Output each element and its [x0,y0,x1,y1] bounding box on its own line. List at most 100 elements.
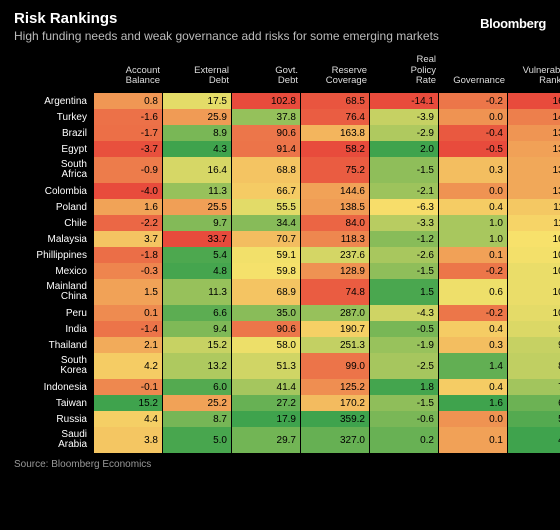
cell: -1.2 [370,231,438,247]
table-row: Taiwan15.225.227.2170.2-1.51.66.0 [15,395,560,411]
cell: 17.9 [232,411,300,427]
cell: 68.5 [301,93,369,109]
cell: -1.7 [94,125,162,141]
col-header-country [15,53,93,94]
cell: -1.9 [370,337,438,353]
cell: 0.4 [439,379,507,395]
cell: 128.9 [301,263,369,279]
source-text: Source: Bloomberg Economics [14,459,546,470]
cell: 13.3 [508,141,560,157]
cell: 75.2 [301,157,369,183]
cell: 1.0 [439,215,507,231]
row-label: Indonesia [15,379,93,395]
cell: -0.5 [439,141,507,157]
cell: 0.0 [439,109,507,125]
table-row: SaudiArabia3.85.029.7327.00.20.14.5 [15,427,560,453]
cell: 16.4 [163,157,231,183]
cell: 17.5 [163,93,231,109]
table-row: Egypt-3.74.391.458.22.0-0.513.3 [15,141,560,157]
cell: -0.6 [370,411,438,427]
row-label: Argentina [15,93,93,109]
cell: -1.5 [370,263,438,279]
row-label: India [15,321,93,337]
cell: -3.9 [370,109,438,125]
cell: 11.2 [508,215,560,231]
cell: 1.4 [439,353,507,379]
col-header: AccountBalance [94,53,162,94]
cell: 13.8 [508,125,560,141]
cell: 102.8 [232,93,300,109]
cell: -2.5 [370,353,438,379]
cell: -0.3 [94,263,162,279]
cell: -1.5 [370,157,438,183]
cell: 25.9 [163,109,231,125]
cell: 15.2 [94,395,162,411]
cell: 237.6 [301,247,369,263]
table-row: Russia4.48.717.9359.2-0.60.05.2 [15,411,560,427]
cell: 4.8 [163,263,231,279]
cell: -0.4 [439,125,507,141]
table-row: Phillippines-1.85.459.1237.6-2.60.110.5 [15,247,560,263]
row-label: Peru [15,305,93,321]
table-row: Peru0.16.635.0287.0-4.3-0.210.0 [15,305,560,321]
chart-subtitle: High funding needs and weak governance a… [14,29,484,45]
table-row: Indonesia-0.16.041.4125.21.80.47.8 [15,379,560,395]
cell: 66.7 [232,183,300,199]
cell: 13.2 [163,353,231,379]
cell: 11.7 [508,199,560,215]
cell: 170.2 [301,395,369,411]
cell: -2.2 [94,215,162,231]
row-label: Russia [15,411,93,427]
cell: -0.2 [439,93,507,109]
cell: -0.9 [94,157,162,183]
table-row: Chile-2.29.734.484.0-3.31.011.2 [15,215,560,231]
table-row: Mexico-0.34.859.8128.9-1.5-0.210.2 [15,263,560,279]
cell: 90.6 [232,125,300,141]
table-row: Turkey-1.625.937.876.4-3.90.014.7 [15,109,560,125]
cell: 10.7 [508,231,560,247]
cell: 84.0 [301,215,369,231]
cell: 118.3 [301,231,369,247]
cell: 5.2 [508,411,560,427]
table-row: Poland1.625.555.5138.5-6.30.411.7 [15,199,560,215]
cell: 0.8 [94,93,162,109]
cell: 2.1 [94,337,162,353]
cell: 11.3 [163,279,231,305]
cell: 4.3 [163,141,231,157]
table-row: Colombia-4.011.366.7144.6-2.10.013.0 [15,183,560,199]
cell: 125.2 [301,379,369,395]
cell: -0.2 [439,305,507,321]
cell: 4.4 [94,411,162,427]
row-label: Taiwan [15,395,93,411]
cell: -0.1 [94,379,162,395]
row-label: Poland [15,199,93,215]
cell: -2.6 [370,247,438,263]
cell: -4.3 [370,305,438,321]
cell: 144.6 [301,183,369,199]
cell: -1.4 [94,321,162,337]
cell: 51.3 [232,353,300,379]
cell: 0.4 [439,199,507,215]
table-row: Argentina0.817.5102.868.5-14.1-0.216.8 [15,93,560,109]
col-header: ReserveCoverage [301,53,369,94]
cell: 0.1 [94,305,162,321]
cell: 0.3 [439,157,507,183]
cell: 25.2 [163,395,231,411]
cell: 287.0 [301,305,369,321]
cell: 0.2 [370,427,438,453]
cell: -2.1 [370,183,438,199]
cell: 33.7 [163,231,231,247]
table-row: India-1.49.490.6190.7-0.50.49.7 [15,321,560,337]
cell: 0.4 [439,321,507,337]
cell: 9.4 [163,321,231,337]
row-label: Colombia [15,183,93,199]
cell: -0.5 [370,321,438,337]
cell: 3.8 [94,427,162,453]
cell: 14.7 [508,109,560,125]
cell: 11.3 [163,183,231,199]
cell: 27.2 [232,395,300,411]
cell: 10.2 [508,279,560,305]
row-label: Brazil [15,125,93,141]
cell: 74.8 [301,279,369,305]
cell: -3.3 [370,215,438,231]
